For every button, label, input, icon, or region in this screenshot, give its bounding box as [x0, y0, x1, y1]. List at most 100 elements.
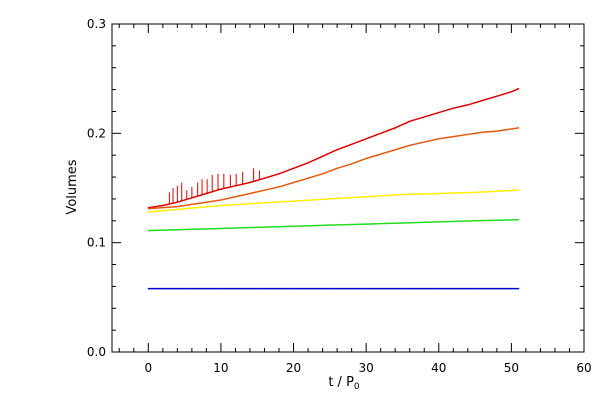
data-point: [234, 196, 237, 198]
data-point: [256, 202, 258, 204]
data-point: [307, 162, 309, 164]
data-point: [467, 133, 469, 136]
data-point: [409, 144, 411, 146]
data-point: [220, 227, 222, 230]
data-point: [510, 91, 512, 93]
data-point: [496, 130, 498, 132]
data-point: [292, 200, 295, 202]
data-point: [351, 143, 353, 145]
data-point: [329, 198, 331, 200]
data-point: [220, 188, 222, 190]
data-point: [380, 153, 382, 155]
data-point: [380, 132, 382, 134]
data-point: [147, 287, 149, 290]
data-point: [481, 99, 483, 102]
red-volume-series: [147, 87, 520, 209]
data-point: [147, 208, 149, 210]
data-point: [423, 116, 425, 118]
data-point: [249, 181, 251, 184]
data-point: [365, 287, 367, 290]
y-axis-label: Volumes: [65, 159, 80, 214]
data-point: [256, 226, 258, 228]
data-point: [474, 220, 476, 222]
plot-frame: [111, 23, 585, 353]
data-point: [401, 193, 404, 196]
x-tick-label: 10: [213, 361, 228, 375]
data-point: [191, 203, 193, 205]
data-point: [423, 141, 425, 143]
yellow-volume-series: [147, 189, 520, 213]
data-point: [496, 95, 498, 97]
data-point: [401, 287, 404, 290]
data-point: [278, 173, 280, 175]
data-point: [278, 186, 280, 188]
data-point: [292, 181, 295, 184]
x-tick-label: 0: [144, 361, 152, 375]
x-tick-label: 60: [576, 361, 591, 375]
x-axis-label-main: t / P: [328, 375, 354, 390]
data-point: [263, 177, 266, 179]
x-tick-label: 20: [286, 361, 301, 375]
x-tick-label: 40: [431, 361, 446, 375]
data-point: [518, 287, 520, 290]
y-tick-label: 0.2: [87, 126, 106, 140]
data-point: [518, 127, 520, 129]
data-point: [249, 192, 251, 195]
data-point: [438, 221, 440, 223]
data-point: [329, 287, 331, 290]
tick-labels: 0 10 20 30 40 50 60 0.0 0.1 0.2 0.3: [87, 17, 592, 375]
data-point: [162, 207, 164, 209]
data-point: [409, 120, 411, 122]
data-point: [256, 287, 258, 290]
data-point: [438, 111, 440, 114]
data-point: [292, 167, 295, 169]
data-point: [467, 104, 469, 106]
data-point: [220, 287, 222, 290]
data-point: [518, 219, 520, 221]
data-point: [365, 138, 367, 140]
data-point: [401, 222, 404, 224]
data-point: [220, 204, 222, 207]
data-point: [481, 131, 483, 133]
data-point: [518, 87, 520, 90]
data-point: [438, 287, 440, 290]
data-point: [452, 136, 454, 138]
data-point: [184, 287, 186, 290]
data-point: [394, 149, 396, 151]
data-point: [365, 196, 367, 198]
data-point: [336, 149, 338, 151]
data-point: [292, 287, 295, 290]
data-point: [365, 157, 367, 160]
data-point: [176, 205, 178, 208]
data-point: [307, 177, 309, 179]
green-volume-series: [147, 218, 520, 232]
data-point: [205, 201, 207, 203]
x-axis-label: t / P0: [328, 375, 360, 392]
data-point: [365, 223, 367, 225]
x-axis-label-subscript: 0: [354, 382, 360, 392]
x-tick-label: 50: [504, 361, 519, 375]
plot-border: [111, 23, 585, 353]
data-point: [438, 192, 440, 195]
data-point: [292, 225, 295, 227]
data-point: [263, 189, 266, 191]
data-point: [510, 128, 512, 130]
data-point: [438, 138, 440, 140]
y-tick-label: 0.1: [87, 236, 106, 250]
data-point: [321, 173, 324, 175]
data-point: [147, 230, 149, 232]
series-layer: [147, 87, 520, 290]
data-point: [351, 163, 353, 165]
data-point: [162, 204, 164, 207]
data-point: [452, 107, 454, 109]
axis-ticks: [112, 23, 585, 353]
data-point: [394, 127, 396, 129]
data-point: [321, 155, 324, 157]
data-point: [147, 211, 149, 213]
x-tick-label: 30: [359, 361, 374, 375]
y-tick-label: 0.0: [87, 345, 106, 359]
data-point: [329, 224, 331, 226]
y-tick-label: 0.3: [87, 17, 106, 31]
data-point: [474, 287, 476, 290]
